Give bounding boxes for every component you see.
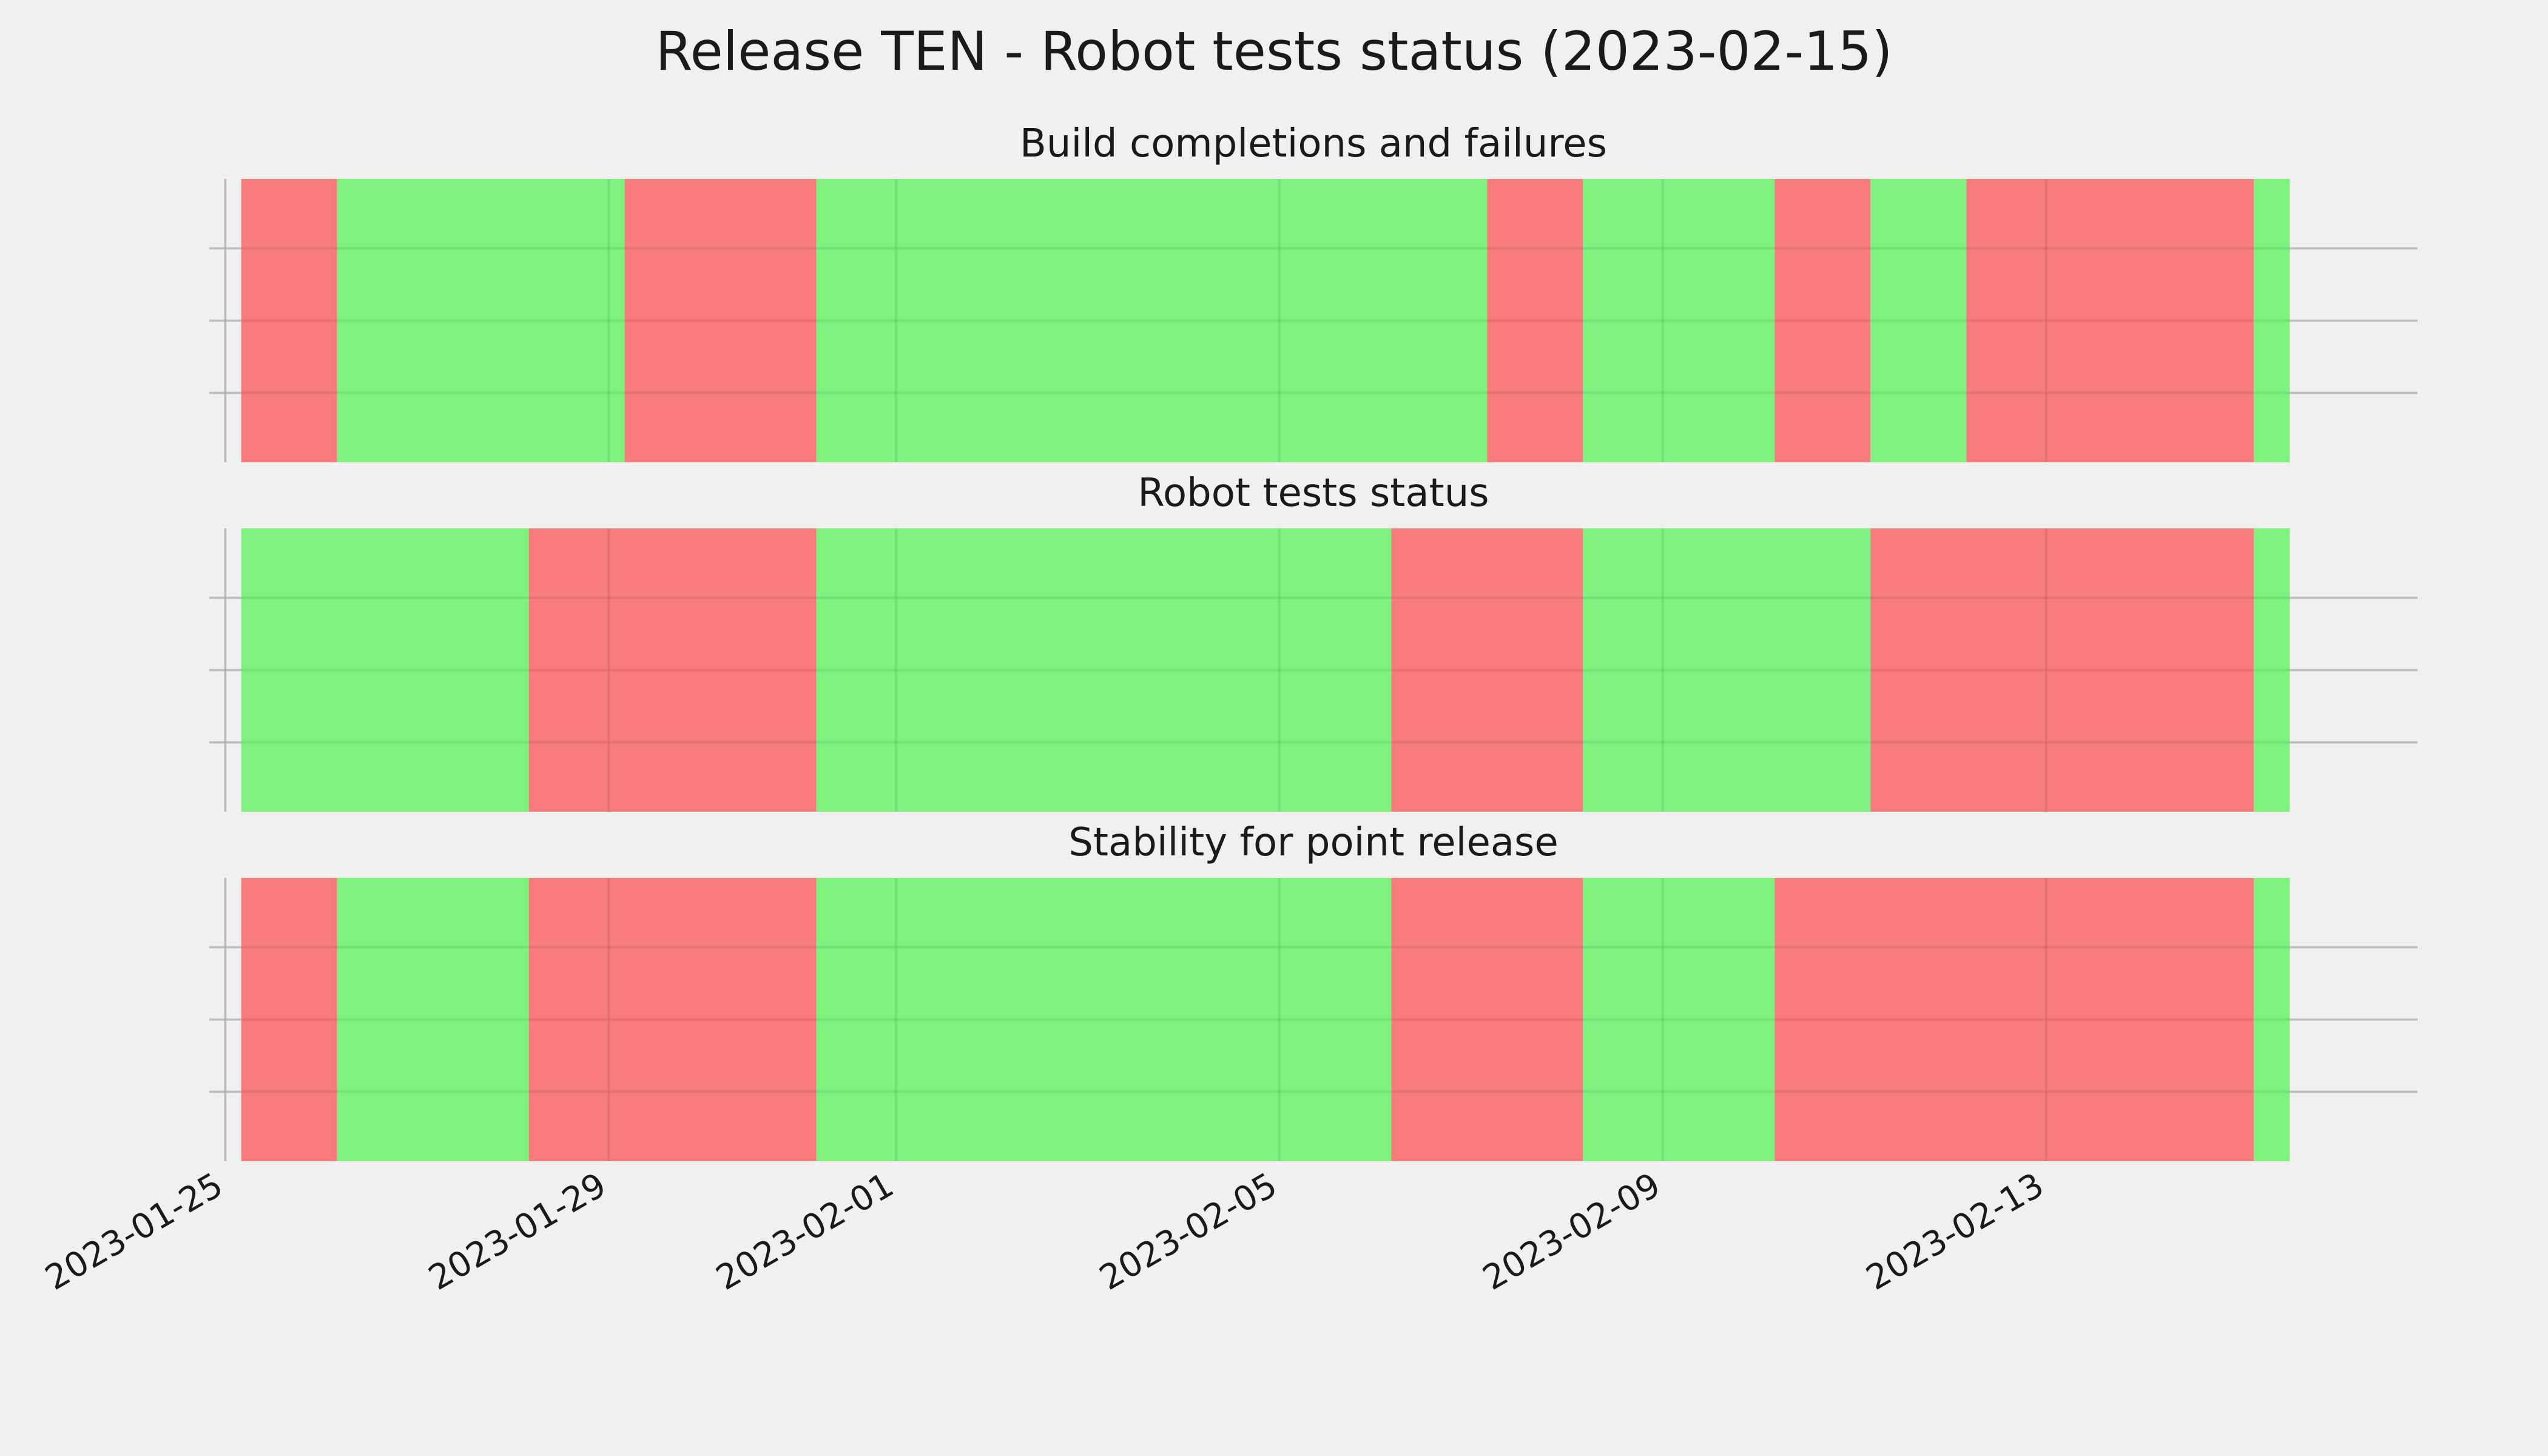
status-segment-fail: [1391, 878, 1583, 1161]
panels-layer: Build completions and failures Robot test…: [209, 121, 2418, 1161]
status-segment-pass: [2254, 878, 2290, 1161]
status-segment-pass: [1583, 878, 1775, 1161]
status-segment-fail: [1774, 179, 1871, 462]
status-segment-pass: [2254, 528, 2290, 812]
panel-title: Build completions and failures: [1020, 121, 1607, 166]
status-segment-fail: [528, 878, 817, 1161]
panel-2: Robot tests status: [209, 471, 2418, 812]
status-segment-pass: [816, 179, 1488, 462]
panel-title: Stability for point release: [1068, 820, 1559, 865]
status-segment-fail: [624, 179, 817, 462]
status-segment-fail: [1774, 878, 2254, 1161]
status-segment-pass: [337, 179, 625, 462]
status-segment-fail: [1391, 528, 1583, 812]
panel-1: Build completions and failures: [209, 121, 2418, 462]
status-segment-fail: [1870, 528, 2254, 812]
status-segment-pass: [1583, 528, 1871, 812]
status-segment-fail: [1487, 179, 1583, 462]
status-segment-fail: [528, 528, 817, 812]
status-segment-pass: [1870, 179, 1967, 462]
panel-3: Stability for point release: [209, 820, 2418, 1161]
status-segment-pass: [1583, 179, 1775, 462]
status-segment-pass: [337, 878, 529, 1161]
status-segment-fail: [241, 878, 337, 1161]
chart-title: Release TEN - Robot tests status (2023-0…: [655, 20, 1892, 83]
status-segment-fail: [241, 179, 337, 462]
status-segment-pass: [816, 528, 1392, 812]
status-segment-pass: [241, 528, 529, 812]
status-segment-fail: [1966, 179, 2254, 462]
panel-title: Robot tests status: [1138, 471, 1489, 516]
status-segment-pass: [2254, 179, 2290, 462]
status-segment-pass: [816, 878, 1392, 1161]
